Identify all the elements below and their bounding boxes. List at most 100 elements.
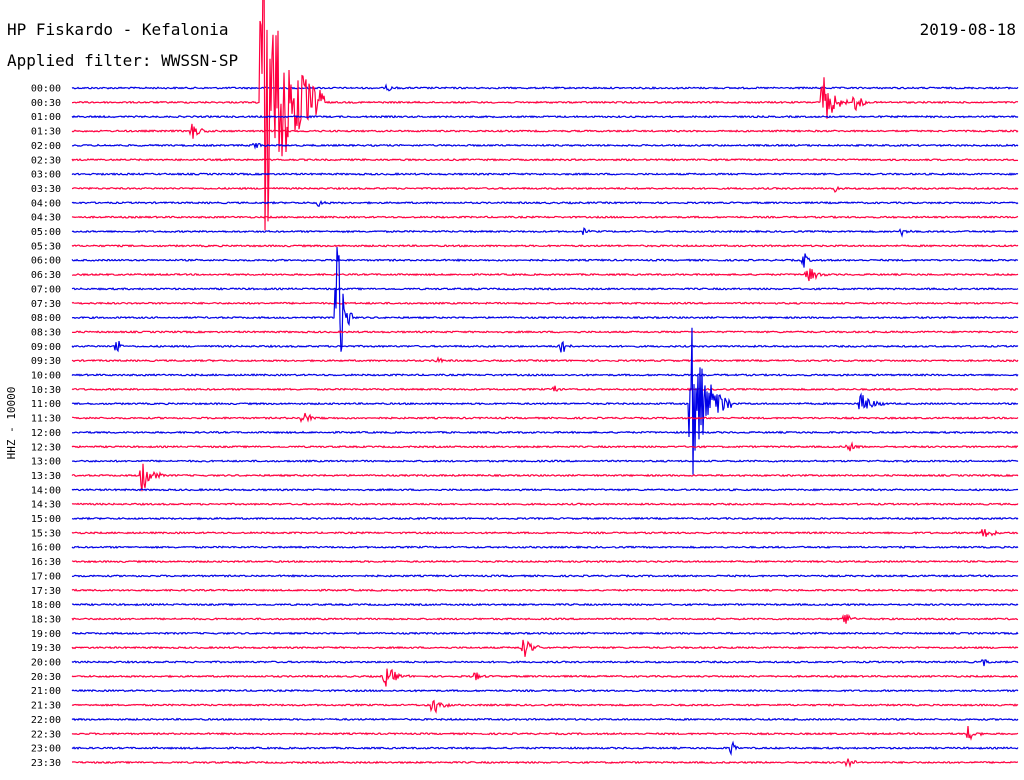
trace-row <box>71 631 1019 636</box>
trace-row <box>71 717 1019 722</box>
trace-row <box>71 330 1019 334</box>
time-tick-label: 20:00 <box>31 658 61 669</box>
trace-row <box>71 227 1019 238</box>
time-tick-label: 19:00 <box>31 629 61 640</box>
time-tick-label: 23:00 <box>31 744 61 755</box>
date-label: 2019-08-18 <box>919 20 1016 39</box>
time-tick-label: 09:30 <box>31 356 61 367</box>
time-tick-label: 17:00 <box>31 571 61 582</box>
time-tick-label: 10:00 <box>31 371 61 382</box>
time-tick-label: 01:00 <box>31 112 61 123</box>
filter-subtitle: Applied filter: WWSSN-SP <box>7 51 239 70</box>
time-tick-label: 00:00 <box>31 84 61 95</box>
time-tick-label: 04:30 <box>31 213 61 224</box>
trace-row <box>71 659 1019 667</box>
time-tick-label: 21:30 <box>31 701 61 712</box>
trace-row <box>71 688 1019 693</box>
trace-row <box>71 327 1019 475</box>
trace-row <box>72 0 1019 231</box>
time-tick-label: 12:00 <box>31 428 61 439</box>
trace-row <box>71 430 1018 435</box>
time-tick-label: 04:00 <box>31 198 61 209</box>
trace-row <box>71 613 1019 624</box>
time-tick-label: 09:00 <box>31 342 61 353</box>
time-tick-labels: 00:00 00:30 01:00 01:30 02:00 02:30 03:00 03:30… <box>31 84 61 769</box>
trace-row <box>71 215 1019 219</box>
trace-row <box>71 529 1019 537</box>
time-tick-label: 01:30 <box>31 127 61 138</box>
time-tick-label: 11:00 <box>31 399 61 410</box>
time-tick-label: 16:00 <box>31 543 61 554</box>
time-tick-label: 19:30 <box>31 643 61 654</box>
time-tick-label: 08:30 <box>31 327 61 338</box>
time-tick-label: 05:30 <box>31 241 61 252</box>
trace-row <box>71 385 1019 392</box>
time-tick-label: 03:30 <box>31 184 61 195</box>
time-tick-label: 07:00 <box>31 284 61 295</box>
trace-row <box>71 668 1019 687</box>
time-tick-label: 02:30 <box>31 155 61 166</box>
time-tick-label: 06:00 <box>31 256 61 267</box>
trace-row <box>71 123 1019 139</box>
trace-row <box>71 588 1019 593</box>
time-tick-label: 10:30 <box>31 385 61 396</box>
time-tick-label: 12:30 <box>31 442 61 453</box>
trace-row <box>71 244 1019 248</box>
trace-row <box>71 740 1019 757</box>
trace-row <box>71 559 1019 564</box>
time-tick-label: 22:00 <box>31 715 61 726</box>
time-tick-label: 05:00 <box>31 227 61 238</box>
trace-row <box>71 172 1019 176</box>
trace-row <box>72 412 1019 424</box>
time-tick-label: 15:30 <box>31 528 61 539</box>
trace-row <box>71 199 1019 208</box>
trace-row <box>71 247 1019 352</box>
time-tick-label: 11:30 <box>31 414 61 425</box>
time-tick-label: 23:30 <box>31 758 61 769</box>
trace-row <box>71 356 1019 364</box>
trace-row <box>71 301 1019 306</box>
time-tick-label: 03:00 <box>31 170 61 181</box>
time-tick-label: 13:00 <box>31 457 61 468</box>
time-tick-label: 22:30 <box>31 729 61 740</box>
trace-row <box>71 639 1019 657</box>
time-tick-label: 07:30 <box>31 299 61 310</box>
seismic-traces <box>71 0 1019 769</box>
trace-row <box>71 699 1019 714</box>
time-tick-label: 13:30 <box>31 471 61 482</box>
trace-row <box>71 516 1019 521</box>
time-tick-label: 20:30 <box>31 672 61 683</box>
trace-row <box>71 373 1019 377</box>
time-tick-label: 16:30 <box>31 557 61 568</box>
trace-row <box>71 340 1019 353</box>
time-tick-label: 00:30 <box>31 98 61 109</box>
trace-row <box>71 502 1019 506</box>
trace-row <box>71 185 1019 193</box>
trace-row <box>71 726 1019 741</box>
time-tick-label: 06:30 <box>31 270 61 281</box>
trace-row <box>71 83 1019 92</box>
trace-row <box>71 545 1019 550</box>
time-tick-label: 18:00 <box>31 600 61 611</box>
trace-row <box>71 441 1019 452</box>
time-tick-label: 15:00 <box>31 514 61 525</box>
time-tick-label: 21:00 <box>31 686 61 697</box>
trace-row <box>71 142 1019 150</box>
time-tick-label: 14:30 <box>31 500 61 511</box>
trace-row <box>71 287 1019 291</box>
station-title: HP Fiskardo - Kefalonia <box>7 20 229 39</box>
trace-row <box>71 253 1019 268</box>
trace-row <box>71 268 1019 282</box>
trace-row <box>71 573 1019 578</box>
time-tick-label: 02:00 <box>31 141 61 152</box>
trace-row <box>71 463 1019 492</box>
time-tick-label: 18:30 <box>31 614 61 625</box>
trace-row <box>71 487 1019 492</box>
trace-row <box>71 459 1019 463</box>
trace-row <box>71 114 1019 119</box>
trace-row <box>71 602 1019 607</box>
time-tick-label: 08:00 <box>31 313 61 324</box>
trace-row <box>71 157 1019 162</box>
time-tick-label: 14:00 <box>31 485 61 496</box>
